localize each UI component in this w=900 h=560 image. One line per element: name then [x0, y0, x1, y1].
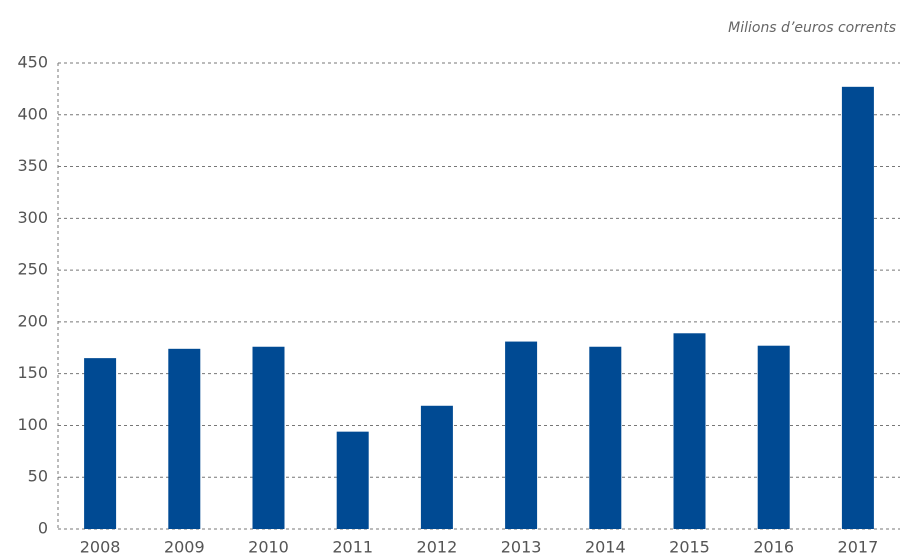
bar	[420, 405, 453, 529]
chart-subtitle: Milions d’euros corrents	[728, 20, 896, 36]
x-tick-label: 2017	[838, 538, 879, 557]
bar	[336, 431, 369, 529]
bar	[505, 341, 538, 529]
bar	[757, 345, 790, 529]
y-tick-label: 50	[28, 467, 48, 486]
x-tick-label: 2016	[753, 538, 794, 557]
x-tick-label: 2011	[332, 538, 373, 557]
y-tick-label: 200	[17, 311, 48, 330]
y-tick-label: 450	[17, 53, 48, 72]
x-tick-label: 2014	[585, 538, 626, 557]
y-tick-label: 100	[17, 415, 48, 434]
x-tick-label: 2010	[248, 538, 289, 557]
x-tick-label: 2015	[669, 538, 710, 557]
bar	[589, 346, 622, 529]
y-tick-label: 400	[17, 104, 48, 123]
x-tick-label: 2013	[501, 538, 542, 557]
y-tick-label: 150	[17, 363, 48, 382]
bar	[841, 86, 874, 529]
bar	[252, 346, 285, 529]
x-tick-label: 2009	[164, 538, 205, 557]
y-tick-label: 250	[17, 260, 48, 279]
y-tick-label: 0	[38, 519, 48, 538]
y-tick-label: 350	[17, 156, 48, 175]
y-tick-label: 300	[17, 208, 48, 227]
x-tick-label: 2008	[80, 538, 121, 557]
bar	[168, 348, 201, 529]
bar	[84, 358, 117, 529]
bar	[673, 333, 706, 529]
x-tick-label: 2012	[417, 538, 458, 557]
